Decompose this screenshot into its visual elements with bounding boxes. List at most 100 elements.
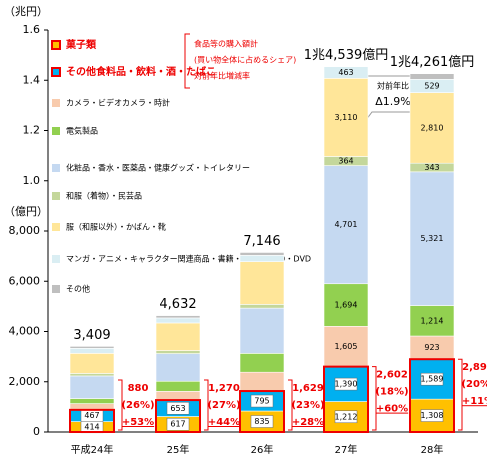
value-label: 835 (254, 417, 269, 426)
label-box (334, 377, 358, 391)
value-label: 617 (170, 420, 185, 429)
callout-amount: 880 (128, 383, 149, 394)
legend-label: カメラ・ビデオカメラ・時計 (66, 98, 170, 108)
legend-label: マンガ・アニメ・キャラクター関連商品・書籍・絵葉書・CD・DVD (66, 254, 311, 264)
bar-segment (155, 380, 201, 392)
callout-amount: 2,602 (376, 370, 408, 381)
y-tick-label: 4,000 (9, 325, 41, 338)
legend-note: 対前年比増減率 (194, 71, 250, 81)
y-tick-label: 1.2 (23, 124, 41, 137)
total-label: 1兆4,539億円 (304, 47, 389, 63)
y-tick-label: 6,000 (9, 274, 41, 287)
total-label: 7,146 (243, 234, 280, 249)
bar-segment (239, 252, 285, 256)
label-box (420, 372, 444, 386)
legend-label: 和服（着物）・民芸品 (66, 191, 142, 201)
y-tick-label: 0 (33, 425, 40, 438)
food-frame (323, 365, 369, 434)
food-frame (155, 399, 201, 433)
bar-segment (155, 390, 201, 401)
legend-swatch (51, 67, 61, 77)
legend-swatch (52, 285, 60, 293)
food-frame (409, 358, 455, 433)
value-label: 1,390 (335, 380, 358, 389)
value-label: 343 (424, 163, 439, 172)
bar-segment (239, 307, 285, 354)
value-label: 3,110 (335, 113, 358, 122)
bar-segment (239, 304, 285, 309)
legend-label: 菓子類 (65, 38, 97, 51)
bar-segment (69, 398, 115, 404)
y-unit-top: （兆円） (4, 5, 48, 18)
legend-label: 化粧品・香水・医薬品・健康グッズ・トイレタリー (66, 163, 250, 173)
bar-segment (323, 325, 369, 367)
bar-segment (323, 78, 369, 157)
value-label: 414 (84, 422, 99, 431)
legend-label: その他 (66, 284, 90, 294)
bar-segment (69, 348, 115, 354)
value-label: 1,308 (421, 411, 444, 420)
value-label: 1,605 (335, 342, 358, 351)
bar-segment (155, 317, 201, 324)
change-note: 対前年比 (377, 81, 409, 91)
callout-bracket (288, 379, 293, 431)
bar-segment (239, 353, 285, 373)
y-tick-label: 1.0 (23, 174, 41, 187)
legend-note: (買い物全体に占めるシェア) (194, 55, 296, 65)
value-label: 1,212 (335, 412, 358, 421)
callout-share: (27%) (207, 400, 240, 411)
value-label: 364 (338, 157, 353, 166)
callout-share: (20%) (461, 379, 487, 390)
label-box (334, 410, 358, 424)
bar-segment (69, 353, 115, 374)
legend-note: 食品等の購入額計 (194, 39, 258, 49)
callout-bracket (118, 379, 123, 431)
bar-segment (155, 353, 201, 382)
value-label: 2,810 (421, 123, 444, 132)
legend-swatch (52, 255, 60, 263)
legend-label: その他食料品・飲料・酒・たばこ (66, 65, 216, 78)
bar-segment (323, 283, 369, 327)
bar-segment (69, 375, 115, 399)
label-box (166, 417, 190, 431)
value-label: 923 (424, 343, 439, 352)
legend-swatch (52, 223, 60, 231)
callout-growth: +28% (292, 417, 324, 428)
callout-share: (23%) (291, 400, 324, 411)
food-frame (69, 408, 115, 433)
callout-growth: +53% (122, 417, 154, 428)
change-note: Δ1.9% (375, 95, 410, 108)
bar-segment (155, 315, 201, 319)
callout-share: (18%) (375, 387, 408, 398)
bar-segment (69, 373, 115, 377)
callout-share: (26%) (121, 400, 154, 411)
bar-segment (69, 346, 115, 349)
bar-segment (239, 261, 285, 305)
value-label: 1,214 (421, 316, 444, 325)
bar-segment (155, 322, 201, 351)
bar-segment (409, 305, 455, 337)
value-label: 4,701 (335, 220, 358, 229)
callout-growth: +11% (462, 396, 487, 407)
bar-segment (323, 66, 369, 79)
legend-label: 電気製品 (66, 126, 98, 136)
y-tick-label: 1.4 (23, 73, 41, 86)
value-label: 463 (338, 68, 353, 77)
value-label: 653 (170, 404, 185, 413)
label-box (420, 409, 444, 422)
label-box (250, 415, 274, 428)
value-label: 529 (424, 81, 439, 90)
total-label: 4,632 (159, 297, 196, 312)
bar-segment (239, 255, 285, 262)
label-box (250, 394, 274, 408)
bar-segment (409, 73, 455, 80)
callout-bracket (204, 379, 209, 431)
bar-segment (409, 92, 455, 164)
x-tick-label: 27年 (335, 443, 358, 456)
bar-segment (409, 171, 455, 306)
y-tick-label: 8,000 (9, 224, 41, 237)
callout-growth: +60% (376, 404, 408, 415)
x-tick-label: 平成24年 (71, 443, 114, 456)
value-label: 1,694 (335, 301, 358, 310)
